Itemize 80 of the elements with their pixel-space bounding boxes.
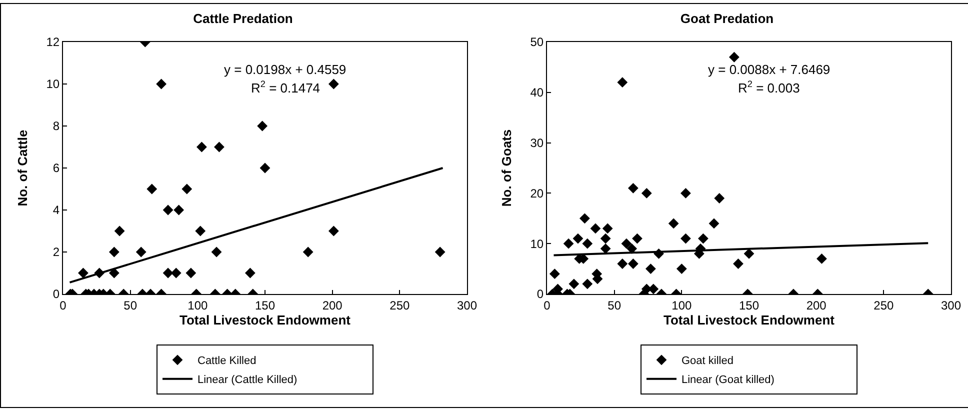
y-tick-label: 10 [46, 77, 60, 92]
point [174, 204, 184, 216]
y-tick-label: 8 [52, 119, 60, 134]
annotation: R$^{2}$ = 0.1474 [251, 79, 320, 96]
legend-label: Cattle Killed [198, 355, 256, 368]
point [114, 226, 125, 236]
y-tick-label: 50 [530, 35, 544, 50]
point [632, 233, 642, 244]
point [728, 52, 740, 62]
point [680, 233, 691, 244]
point [645, 264, 656, 274]
point [617, 258, 628, 269]
point [698, 233, 708, 244]
y-tick-label: 10 [530, 236, 544, 251]
x-tick-label: 300 [456, 298, 478, 312]
y-tick-label: 30 [530, 136, 544, 150]
x-tick-label: 100 [672, 298, 692, 312]
x-tick-label: 100 [188, 298, 208, 312]
y-tick-label: 2 [52, 245, 60, 260]
x-axis-title: Total Livestock Endowment [664, 312, 836, 328]
point [549, 268, 560, 280]
annotation: y = 0.0088x + 7.6469 [708, 62, 830, 77]
point [257, 120, 268, 132]
point [328, 226, 339, 236]
point [628, 258, 638, 269]
x-tick-label: 250 [390, 298, 410, 312]
point [744, 248, 754, 259]
legend-label: Goat killed [682, 355, 734, 368]
point [146, 184, 158, 194]
point [600, 233, 611, 244]
point [621, 238, 632, 249]
point [162, 204, 174, 216]
x-tick-label: 300 [940, 298, 962, 312]
chart-title: Goat Predation [680, 11, 774, 26]
x-tick-label: 50 [124, 298, 138, 312]
point [680, 188, 691, 198]
y-tick-label: 6 [52, 161, 60, 176]
point [214, 142, 224, 152]
y-axis-title: No. of Goats [499, 129, 514, 207]
y-tick-label: 0 [536, 287, 544, 302]
point [714, 193, 725, 204]
point [196, 142, 207, 152]
point [582, 238, 593, 249]
y-tick-label: 4 [52, 203, 60, 218]
x-tick-label: 150 [738, 298, 760, 312]
point [572, 233, 584, 244]
y-tick-label: 0 [52, 287, 60, 302]
legend-label: Linear (Cattle Killed) [198, 374, 298, 386]
point [676, 264, 687, 274]
point [582, 278, 593, 290]
legend-label: Linear (Goat killed) [682, 374, 774, 386]
y-axis-title: No. of Cattle [15, 130, 30, 206]
chart-title: Cattle Predation [193, 11, 293, 26]
annotation: y = 0.0198x + 0.4559 [224, 62, 346, 77]
x-tick-label: 200 [806, 298, 827, 312]
point [628, 182, 638, 194]
y-tick-label: 12 [46, 35, 60, 50]
point [668, 218, 679, 229]
point [600, 243, 611, 254]
point [816, 254, 827, 264]
point [733, 258, 744, 269]
point [568, 278, 580, 290]
point [590, 223, 601, 234]
point [708, 218, 720, 229]
point [641, 188, 652, 198]
x-tick-label: 200 [322, 298, 343, 312]
y-tick-label: 20 [530, 186, 544, 200]
point [260, 162, 270, 174]
point [580, 213, 590, 224]
point [182, 184, 192, 194]
point [563, 238, 574, 249]
point [602, 223, 613, 234]
y-tick-label: 40 [530, 86, 544, 100]
x-tick-label: 250 [874, 298, 894, 312]
point [195, 226, 206, 236]
x-tick-label: 150 [254, 298, 276, 312]
x-axis-title: Total Livestock Endowment [180, 312, 352, 328]
annotation: R$^{2}$ = 0.003 [738, 79, 800, 96]
point [617, 77, 628, 88]
x-tick-label: 50 [608, 298, 622, 312]
